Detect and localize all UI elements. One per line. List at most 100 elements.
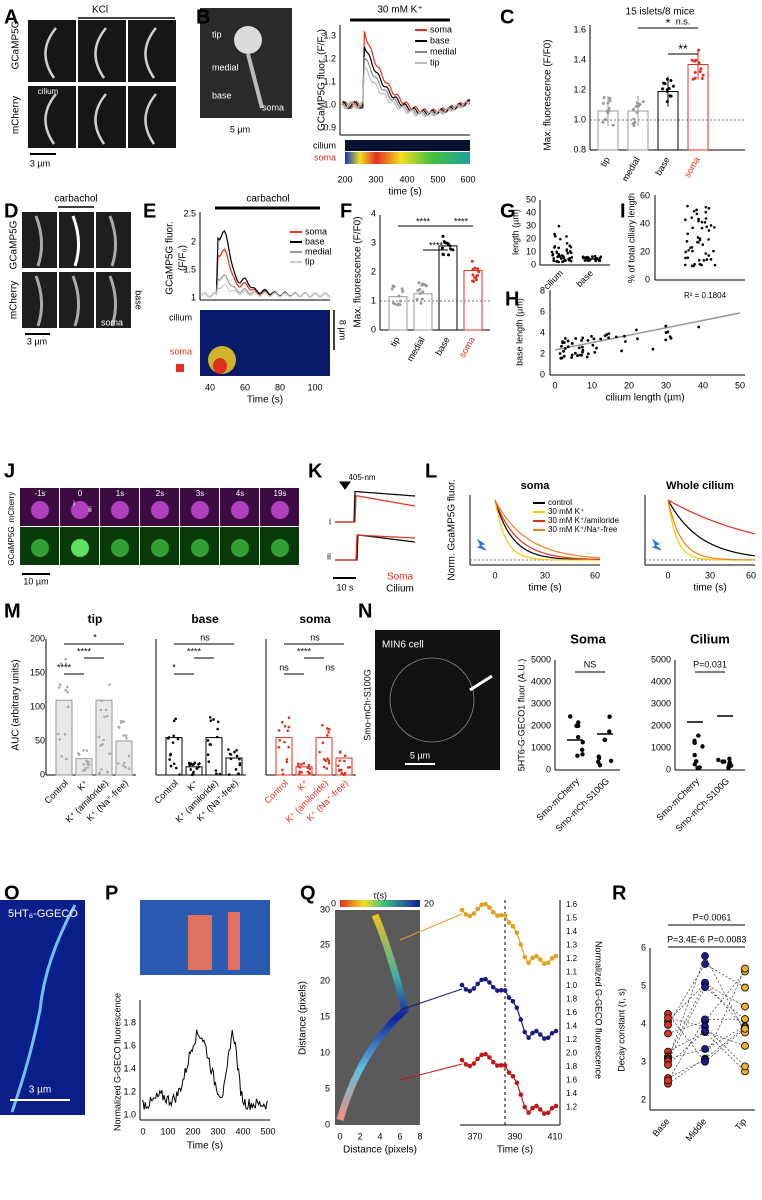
label: base (430, 35, 450, 45)
label: 4000 (651, 676, 671, 686)
dot (441, 253, 445, 257)
dot (215, 735, 219, 739)
panel-label: O (4, 882, 20, 904)
dot (636, 337, 639, 341)
dot (690, 58, 694, 62)
dot (514, 1080, 520, 1086)
dot (607, 336, 610, 340)
label: tip (598, 155, 611, 168)
label: 1.0 (123, 1109, 136, 1119)
label: soma (314, 152, 336, 162)
label: cilium (169, 312, 192, 322)
dot (560, 344, 563, 348)
dot (557, 224, 561, 228)
dot (664, 1076, 672, 1085)
label: soma (457, 335, 477, 359)
dot (701, 243, 705, 246)
dot (592, 337, 596, 341)
trace (494, 499, 600, 561)
dot (169, 764, 173, 768)
label: Soma (570, 631, 606, 646)
pair-line (704, 1030, 746, 1047)
label: 40 (698, 380, 708, 390)
label: 0 (337, 1131, 342, 1141)
dot (705, 258, 709, 261)
label: GCaMP5G (11, 20, 22, 69)
dot (190, 773, 194, 777)
label: 2 (641, 1094, 646, 1104)
label: 4 (377, 1131, 382, 1141)
label: Smo-mCh-S100G (553, 776, 611, 834)
dot (58, 738, 61, 741)
dot (713, 263, 717, 267)
dot (441, 234, 445, 238)
label: 80 (275, 382, 285, 392)
dot (700, 220, 704, 224)
dot (585, 355, 589, 359)
dot (580, 339, 584, 342)
label: Time (s) (497, 1145, 533, 1156)
dot (581, 336, 585, 340)
dot (169, 753, 172, 757)
dot (287, 725, 291, 729)
dot (593, 350, 597, 354)
label: mCherry (9, 281, 20, 319)
dot (174, 766, 178, 770)
label: **** (57, 662, 72, 672)
dot (283, 740, 286, 744)
dot (741, 983, 749, 992)
dot (549, 955, 555, 961)
dot (206, 739, 210, 742)
label: * (172, 662, 176, 672)
dot (216, 727, 219, 731)
dot (65, 685, 69, 689)
dot (85, 749, 89, 752)
dot (686, 232, 690, 236)
dot (340, 772, 344, 775)
dot (559, 356, 563, 360)
fit-line (554, 312, 741, 351)
image (78, 20, 126, 82)
label: **** (77, 646, 92, 656)
dot (67, 705, 70, 709)
label: 1.0 (323, 99, 336, 109)
dot (467, 988, 473, 994)
dot (285, 758, 289, 761)
label: 3000 (651, 698, 671, 708)
dot (526, 1110, 531, 1115)
label: 0 (540, 369, 545, 379)
dot (599, 337, 603, 341)
label: 2.0 (566, 1049, 578, 1058)
dot (280, 721, 284, 724)
dot (601, 101, 605, 105)
dot (215, 772, 218, 776)
cell-image (231, 501, 249, 519)
label: 2 (540, 348, 545, 358)
dot (716, 757, 721, 763)
dot (338, 759, 342, 763)
dot (684, 218, 687, 222)
label: 1.4 (123, 1063, 136, 1073)
dot (563, 258, 567, 262)
dot (727, 756, 732, 762)
stimulus-icon (651, 538, 662, 551)
dot (479, 1052, 484, 1058)
label: 0 (546, 764, 551, 774)
dot (63, 733, 67, 736)
dot (234, 768, 238, 771)
dot (566, 345, 570, 349)
panel-label: H (505, 288, 519, 310)
label: 2.5 (183, 208, 196, 218)
panel-label: R (612, 882, 627, 904)
dot (475, 981, 481, 987)
label: 3 µm (29, 1085, 51, 1096)
dot (393, 302, 397, 306)
dot (685, 240, 689, 243)
dot (502, 913, 508, 918)
dot (86, 762, 90, 766)
label: 1.6 (566, 1076, 578, 1085)
dot (700, 226, 704, 230)
dot (417, 281, 421, 285)
dot (705, 225, 708, 229)
dot (415, 297, 419, 301)
